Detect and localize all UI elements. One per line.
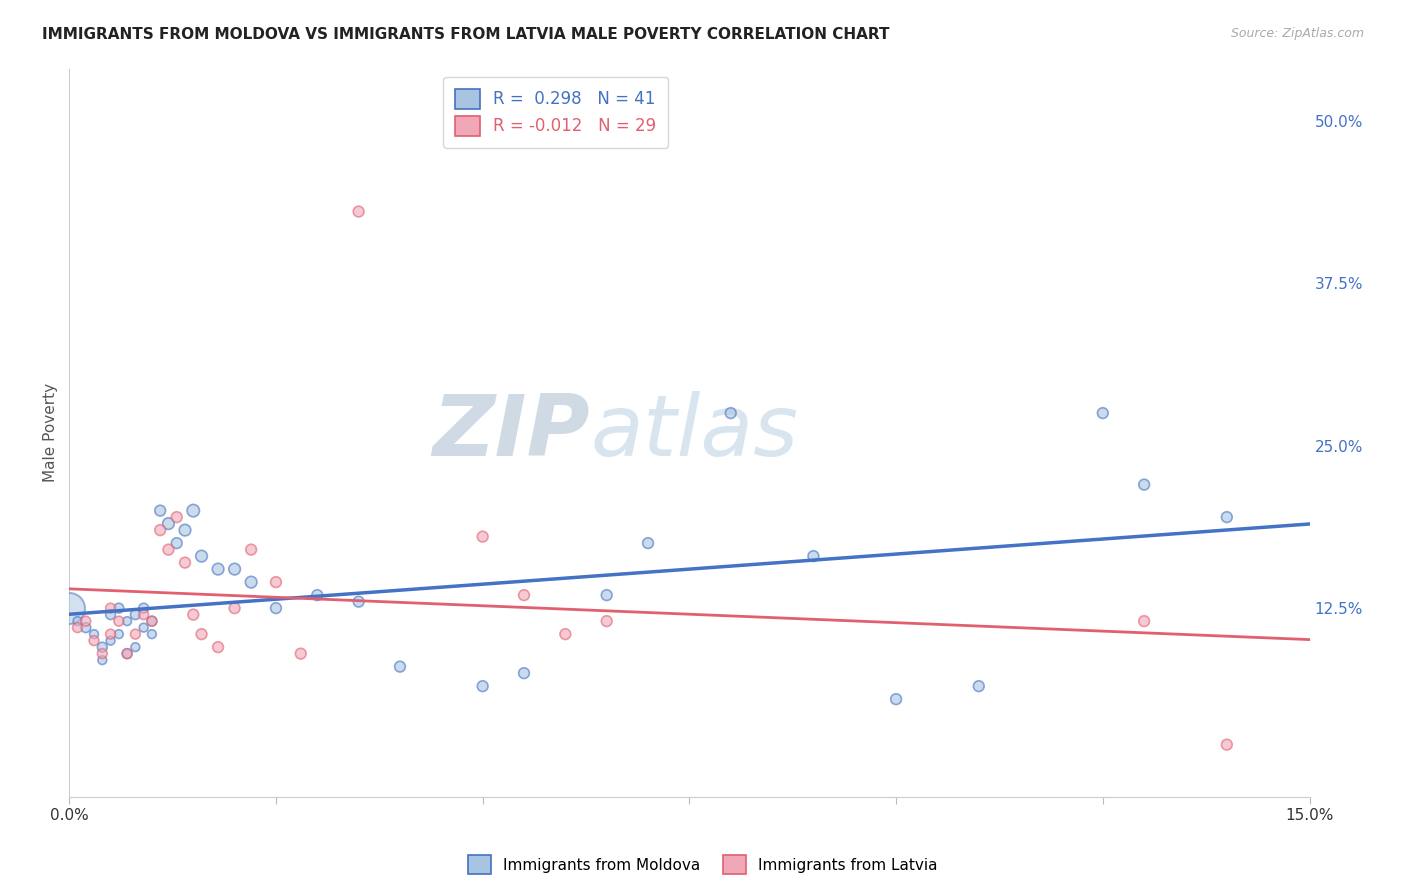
Point: [75, 621, 97, 635]
Point: [91, 653, 114, 667]
Point: [108, 614, 131, 628]
Point: [149, 503, 172, 517]
Text: ZIP: ZIP: [433, 391, 591, 474]
Point: [124, 607, 146, 622]
Point: [132, 621, 155, 635]
Point: [83, 633, 105, 648]
Point: [157, 542, 180, 557]
Point: [513, 666, 536, 681]
Point: [141, 627, 163, 641]
Point: [290, 647, 312, 661]
Point: [347, 204, 370, 219]
Point: [149, 523, 172, 537]
Point: [967, 679, 990, 693]
Point: [224, 601, 246, 615]
Point: [1133, 614, 1156, 628]
Point: [471, 530, 494, 544]
Point: [240, 575, 263, 590]
Point: [1091, 406, 1114, 420]
Point: [720, 406, 742, 420]
Point: [596, 588, 619, 602]
Point: [240, 542, 263, 557]
Point: [83, 627, 105, 641]
Point: [803, 549, 825, 563]
Point: [347, 594, 370, 608]
Point: [166, 536, 188, 550]
Y-axis label: Male Poverty: Male Poverty: [44, 383, 58, 483]
Point: [141, 614, 163, 628]
Point: [174, 523, 197, 537]
Point: [207, 640, 229, 654]
Point: [471, 679, 494, 693]
Point: [224, 562, 246, 576]
Legend: R =  0.298   N = 41, R = -0.012   N = 29: R = 0.298 N = 41, R = -0.012 N = 29: [443, 77, 668, 147]
Point: [190, 627, 212, 641]
Point: [264, 575, 287, 590]
Text: IMMIGRANTS FROM MOLDOVA VS IMMIGRANTS FROM LATVIA MALE POVERTY CORRELATION CHART: IMMIGRANTS FROM MOLDOVA VS IMMIGRANTS FR…: [42, 27, 890, 42]
Point: [132, 601, 155, 615]
Point: [637, 536, 659, 550]
Point: [75, 614, 97, 628]
Point: [108, 601, 131, 615]
Point: [141, 614, 163, 628]
Point: [307, 588, 329, 602]
Point: [1133, 477, 1156, 491]
Point: [124, 627, 146, 641]
Point: [115, 614, 138, 628]
Point: [108, 627, 131, 641]
Point: [190, 549, 212, 563]
Point: [66, 621, 89, 635]
Point: [596, 614, 619, 628]
Point: [388, 659, 411, 673]
Point: [115, 647, 138, 661]
Point: [100, 607, 122, 622]
Point: [115, 647, 138, 661]
Text: atlas: atlas: [591, 391, 799, 474]
Point: [554, 627, 576, 641]
Point: [1216, 510, 1239, 524]
Point: [124, 640, 146, 654]
Point: [884, 692, 907, 706]
Point: [100, 627, 122, 641]
Point: [100, 633, 122, 648]
Text: Source: ZipAtlas.com: Source: ZipAtlas.com: [1230, 27, 1364, 40]
Point: [207, 562, 229, 576]
Point: [91, 640, 114, 654]
Point: [100, 601, 122, 615]
Point: [166, 510, 188, 524]
Point: [91, 647, 114, 661]
Point: [181, 503, 204, 517]
Point: [174, 556, 197, 570]
Point: [157, 516, 180, 531]
Legend: Immigrants from Moldova, Immigrants from Latvia: Immigrants from Moldova, Immigrants from…: [463, 849, 943, 880]
Point: [132, 607, 155, 622]
Point: [1216, 738, 1239, 752]
Point: [264, 601, 287, 615]
Point: [66, 614, 89, 628]
Point: [181, 607, 204, 622]
Point: [513, 588, 536, 602]
Point: [58, 601, 80, 615]
